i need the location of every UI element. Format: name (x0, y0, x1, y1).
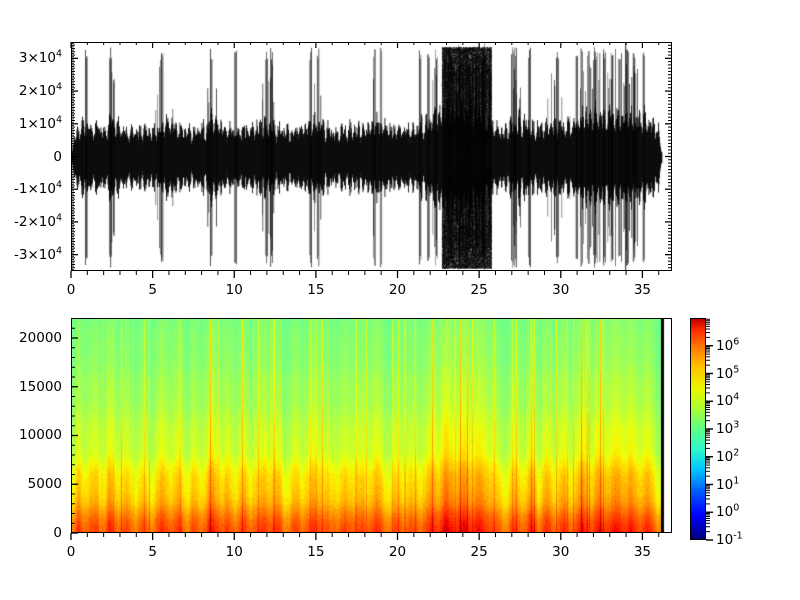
waveform-y-ticklabel: 1×104 (18, 114, 62, 132)
colorbar-ticklabel: 105 (716, 364, 740, 382)
waveform-x-ticklabel: 15 (307, 282, 325, 298)
waveform-x-ticklabel: 30 (552, 282, 570, 298)
waveform-y-ticklabel: -2×104 (14, 212, 62, 230)
spectrogram-x-ticklabel: 35 (633, 544, 651, 560)
waveform-x-ticklabel: 5 (148, 282, 157, 298)
waveform-y-ticklabel: -1×104 (14, 179, 62, 198)
spectrogram-x-ticklabel: 30 (552, 544, 570, 560)
spectrogram-y-ticklabel: 20000 (19, 329, 62, 346)
waveform-y-ticklabel: -3×104 (14, 245, 62, 263)
spectrogram-x-ticklabel: 25 (470, 544, 488, 560)
waveform-x-ticklabel: 25 (470, 282, 488, 298)
colorbar-ticklabel: 106 (716, 336, 740, 354)
waveform-y-ticklabel: 2×104 (18, 81, 62, 100)
waveform-trace (72, 43, 671, 270)
colorbar-ticklabel: 100 (716, 502, 740, 521)
colorbar-ticklabel: 101 (716, 475, 740, 493)
spectrogram-y-ticklabel: 15000 (19, 378, 62, 395)
waveform-plot-area (71, 42, 672, 271)
colorbar-ticklabel: 10-1 (716, 530, 743, 548)
colorbar-ticklabel: 102 (716, 447, 740, 465)
colorbar-ticklabel: 104 (716, 391, 740, 410)
spectrogram-x-ticklabel: 20 (388, 544, 407, 560)
spectrogram-x-ticklabel: 5 (148, 544, 157, 560)
spectrogram-image (72, 319, 671, 532)
waveform-x-ticklabel: 20 (388, 282, 407, 298)
colorbar-gradient (690, 318, 706, 540)
spectrogram-x-ticklabel: 10 (225, 544, 243, 560)
waveform-x-ticklabel: 35 (633, 282, 651, 298)
waveform-y-ticklabel: 0 (53, 148, 62, 165)
colorbar-ticklabel: 103 (716, 419, 740, 437)
waveform-y-ticklabel: 3×104 (18, 48, 62, 67)
spectrogram-x-ticklabel: 0 (66, 544, 76, 560)
spectrogram-x-ticklabel: 15 (307, 544, 325, 560)
spectrogram-plot-area (71, 318, 672, 533)
spectrogram-y-ticklabel: 10000 (19, 427, 62, 444)
spectrogram-y-ticklabel: 0 (53, 525, 62, 541)
waveform-x-ticklabel: 10 (225, 282, 243, 298)
spectrogram-y-ticklabel: 5000 (27, 476, 62, 493)
waveform-x-ticklabel: 0 (66, 282, 76, 298)
